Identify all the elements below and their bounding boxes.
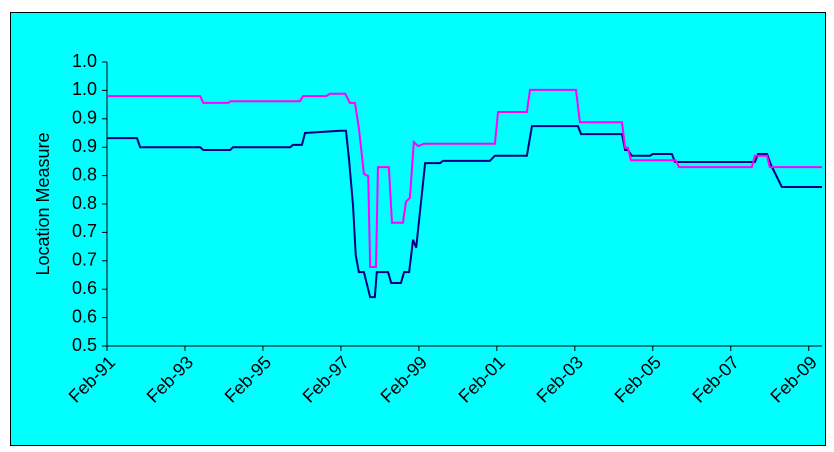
y-tick-label: 0.8 [72, 193, 97, 213]
series-line [107, 88, 822, 269]
y-tick-label: 0.9 [72, 136, 97, 156]
y-tick-label: 0.8 [72, 164, 97, 184]
y-tick-label: 0.7 [72, 221, 97, 241]
y-tick-label: 0.6 [72, 306, 97, 326]
y-tick-label: 1.0 [72, 51, 97, 71]
series-line [107, 125, 822, 299]
y-tick-label: 0.5 [72, 335, 97, 355]
y-tick-label: 0.6 [72, 278, 97, 298]
y-tick-label: 0.9 [72, 108, 97, 128]
y-axis-label: Location Measure [33, 132, 53, 275]
y-tick-label: 1.0 [72, 79, 97, 99]
y-tick-label: 0.7 [72, 250, 97, 270]
